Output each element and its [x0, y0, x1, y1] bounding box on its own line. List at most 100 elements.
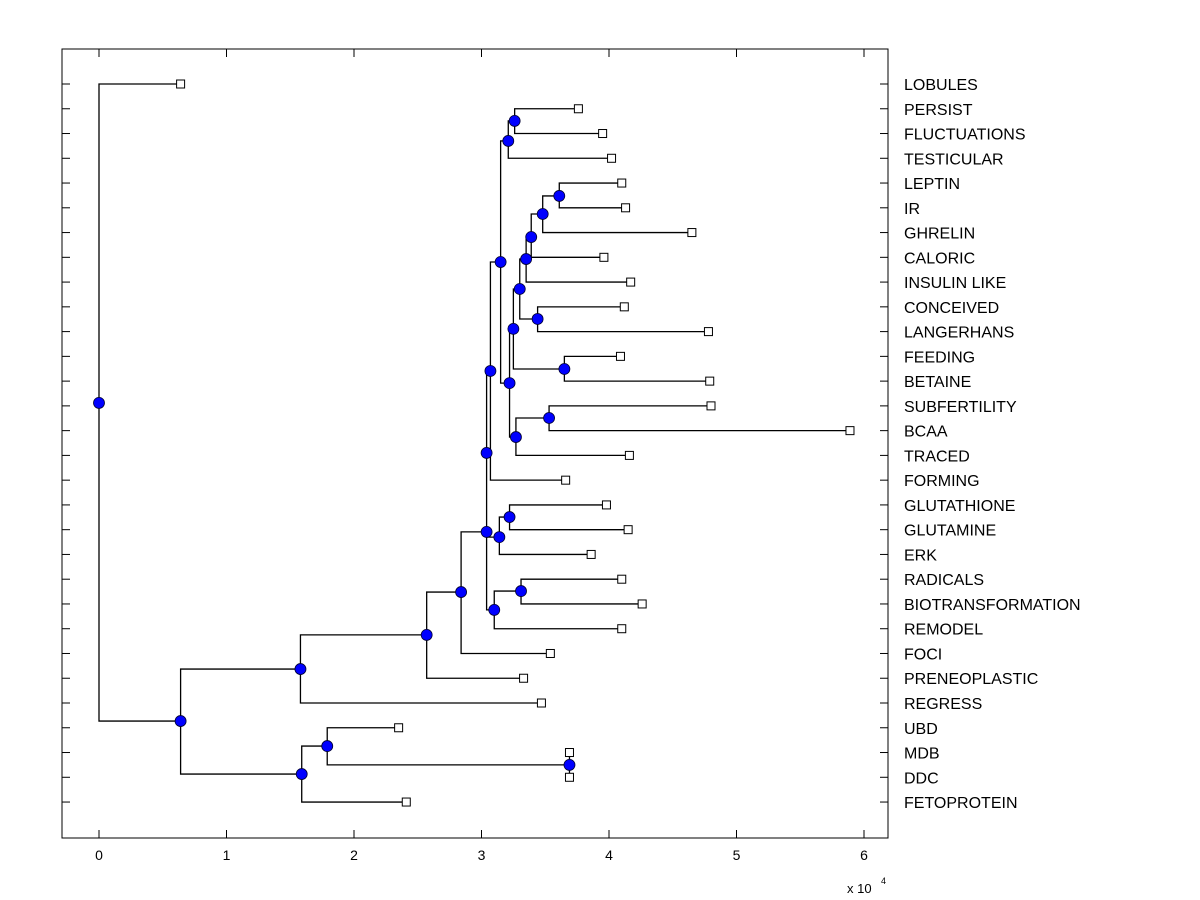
leaf-marker: [845, 426, 855, 436]
internal-node-marker: [515, 585, 527, 597]
internal-node-marker: [543, 412, 555, 424]
leaf-label: FOCI: [904, 646, 942, 663]
leaf-marker: [703, 327, 713, 337]
leaf-label: GHRELIN: [904, 226, 975, 243]
internal-node-marker: [503, 377, 516, 390]
tree-edge: [299, 669, 542, 704]
leaf-label: LOBULES: [904, 77, 978, 94]
internal-node-marker: [553, 190, 566, 202]
leaf-marker: [536, 698, 546, 708]
leaf-label: TRACED: [904, 448, 970, 465]
leaf-label: GLUTATHIONE: [904, 498, 1015, 515]
tree-edge: [542, 213, 692, 234]
tree-edge: [515, 417, 550, 438]
internal-node-marker: [503, 511, 516, 523]
leaf-marker: [617, 574, 627, 584]
x-tick-label: 0: [95, 847, 103, 863]
leaf-marker: [545, 648, 555, 658]
internal-node-marker: [493, 531, 506, 544]
leaf-label: FEEDING: [904, 349, 975, 366]
plot-area-frame: [61, 48, 889, 839]
x-tick-label: 6: [860, 847, 868, 863]
leaf-label: BIOTRANSFORMATION: [904, 597, 1081, 614]
tree-edge: [326, 727, 399, 747]
internal-node-marker: [507, 322, 520, 335]
leaf-label: REMODEL: [904, 622, 983, 639]
leaf-marker: [706, 401, 716, 411]
x-tick-label: 1: [223, 847, 231, 863]
x-tick-labels: 0 1 2 3 4 5 6: [95, 847, 868, 863]
leaf-marker: [607, 153, 617, 163]
leaf-marker: [621, 203, 631, 213]
internal-node-marker: [558, 363, 571, 375]
internal-node-marker: [520, 253, 533, 265]
internal-node-marker: [563, 759, 576, 771]
internal-node-marker: [510, 431, 522, 443]
leaf-marker: [619, 302, 629, 312]
leaf-label: DDC: [904, 770, 939, 787]
leaf-label: SUBFERTILITY: [904, 399, 1017, 416]
leaf-labels: LOBULES PERSIST FLUCTUATIONS TESTICULAR LEPT…: [904, 77, 1081, 812]
tree-edge: [460, 592, 551, 655]
internal-node-marker: [480, 526, 493, 538]
tree-edge: [515, 437, 630, 457]
leaf-label: FLUCTUATIONS: [904, 127, 1025, 144]
leaf-label: LEPTIN: [904, 176, 960, 193]
tree-edge: [326, 746, 570, 766]
tree-edge: [512, 328, 565, 370]
leaf-marker: [401, 797, 411, 807]
leaf-label: ERK: [904, 547, 937, 564]
x-scale-label: x 10: [847, 881, 872, 896]
leaf-label: REGRESS: [904, 696, 982, 713]
tree-edge: [179, 668, 301, 722]
internal-node-marker: [294, 663, 307, 675]
leaf-marker: [617, 178, 627, 188]
leaf-marker: [615, 351, 625, 361]
leaf-marker: [564, 772, 574, 782]
leaf-marker: [617, 624, 627, 634]
leaf-marker: [599, 252, 609, 262]
x-tick-label: 3: [478, 847, 486, 863]
leaf-label: MDB: [904, 746, 940, 763]
internal-node-marker: [488, 604, 501, 616]
leaf-marker: [623, 525, 633, 535]
leaf-label: PERSIST: [904, 102, 973, 119]
internal-node-marker: [93, 397, 105, 409]
leaf-label: BETAINE: [904, 374, 971, 391]
internal-node-marker: [513, 283, 526, 295]
axis-ticks: [62, 49, 888, 838]
leaf-marker: [687, 228, 697, 238]
leaf-marker: [394, 723, 404, 733]
tree-edge: [301, 745, 328, 775]
tree-edge: [493, 590, 522, 610]
tree-edge: [525, 259, 631, 283]
internal-node-marker: [531, 313, 544, 325]
leaf-markers: [176, 79, 855, 807]
internal-node-marker: [321, 740, 334, 752]
tree-edge: [179, 721, 302, 775]
leaf-label: PRENEOPLASTIC: [904, 671, 1038, 688]
internal-node-marker: [494, 256, 507, 268]
leaf-label: INSULIN LIKE: [904, 275, 1006, 292]
leaf-label: CALORIC: [904, 250, 975, 267]
internal-node-marker: [480, 447, 493, 459]
leaf-label: BCAA: [904, 424, 948, 441]
internal-node-marker: [420, 629, 433, 641]
leaf-label: LANGERHANS: [904, 325, 1014, 342]
internal-node-marker: [295, 768, 308, 780]
leaf-marker: [637, 599, 647, 609]
leaf-label: FETOPROTEIN: [904, 795, 1018, 812]
x-tick-label: 2: [350, 847, 358, 863]
leaf-marker: [705, 376, 715, 386]
leaf-label: TESTICULAR: [904, 151, 1004, 168]
leaf-label: FORMING: [904, 473, 980, 490]
leaf-marker: [561, 475, 571, 485]
tree-edge: [299, 634, 427, 670]
x-tick-label: 5: [733, 847, 741, 863]
node-markers: [93, 114, 576, 780]
tree-edge: [460, 531, 487, 593]
tree-edge: [493, 609, 622, 630]
leaf-label: UBD: [904, 721, 938, 738]
leaf-label: RADICALS: [904, 572, 984, 589]
